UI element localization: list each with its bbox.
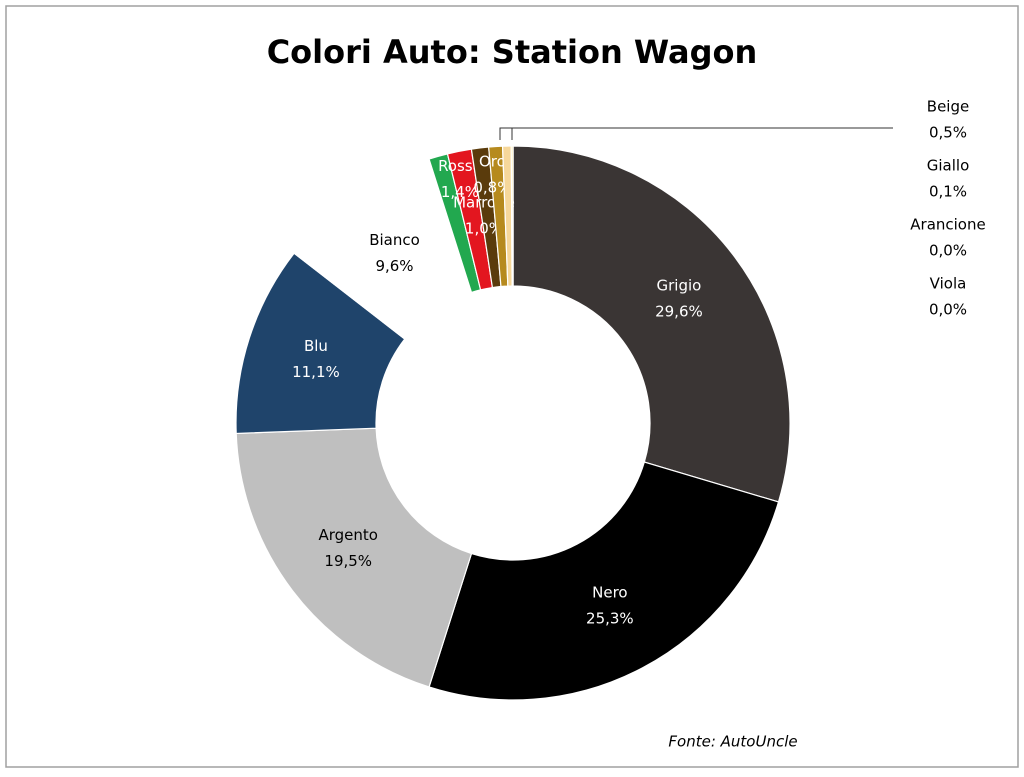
data-label-name: Beige [927,98,969,116]
data-label-value: 0,0% [929,301,967,319]
data-label-name: Oro [479,152,506,170]
data-label-value: 9,6% [375,257,413,275]
donut-segment [428,461,780,701]
source: Fonte: AutoUncle [668,733,797,751]
data-label-value: 25,3% [586,609,634,627]
data-label-name: Nero [592,583,627,601]
data-label-value: 1,4% [441,183,479,201]
data-label-value: 0,0% [929,242,967,260]
data-label-name: Argento [319,526,378,544]
data-label-value: 0,1% [929,183,967,201]
data-label-name: Grigio [657,277,702,295]
data-label-value: 0,5% [929,124,967,142]
data-label-name: Arancione [910,216,985,234]
data-label-value: 0,8% [473,178,511,196]
chart-title: Colori Auto: Station Wagon [267,33,758,71]
data-label-value: 11,1% [292,363,340,381]
data-label-name: Bianco [369,231,420,249]
leader [499,127,513,140]
data-label-value: 19,5% [324,552,372,570]
donut-segment [512,145,791,503]
data-label-name: Blu [304,337,328,355]
data-label-value: 1,0% [465,220,503,238]
data-label-name: Giallo [927,157,970,175]
donut-segment [235,427,473,688]
data-label-name: Rosso [438,157,482,175]
data-label-value: 29,6% [655,303,703,321]
data-label-name: Viola [930,275,967,293]
